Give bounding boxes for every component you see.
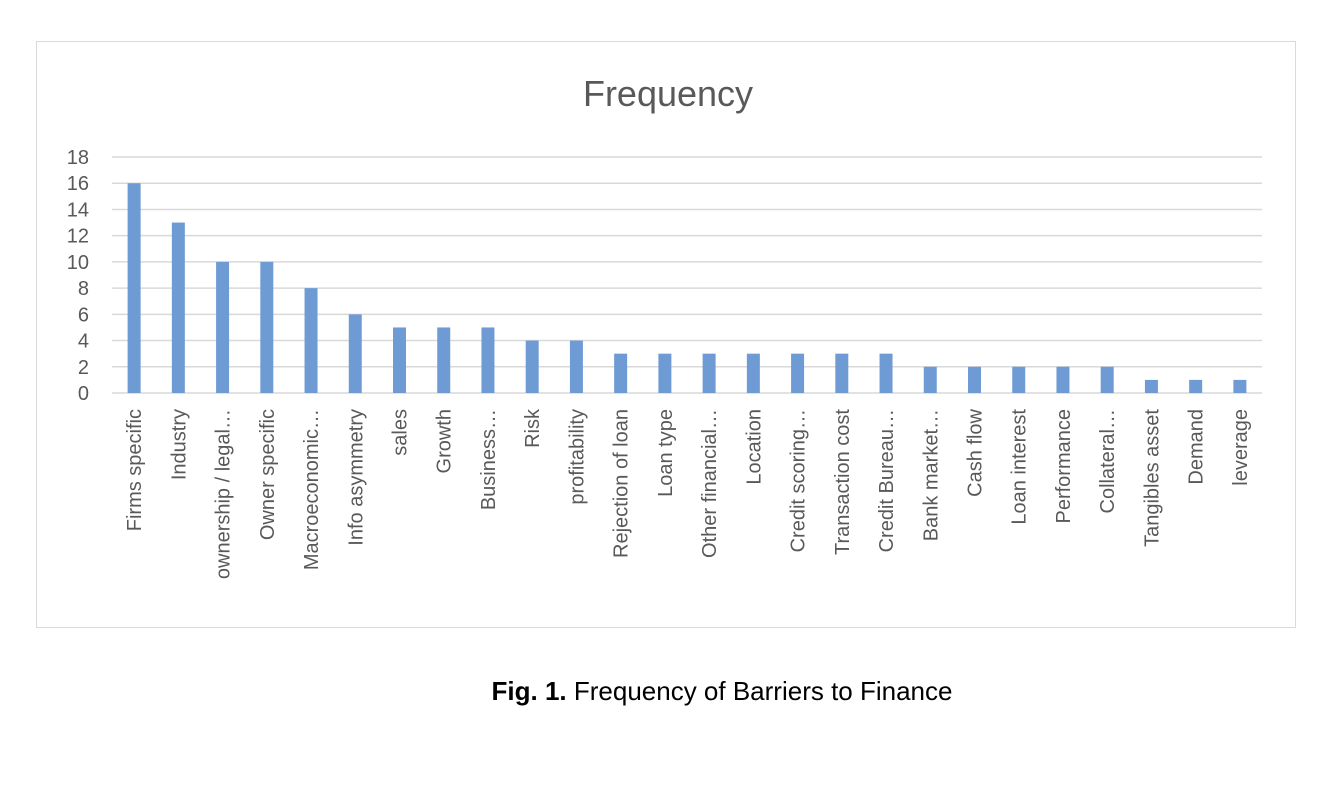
figure-caption-text: Frequency of Barriers to Finance — [566, 676, 953, 706]
bar — [481, 327, 495, 393]
x-category-label: Owner specific — [257, 409, 279, 540]
bar — [614, 353, 628, 393]
x-category-label: Other financial… — [699, 409, 721, 558]
bar — [923, 366, 937, 393]
bar — [260, 261, 274, 393]
y-tick-label: 2 — [78, 357, 89, 379]
bar — [835, 353, 849, 393]
chart-title: Frequency — [583, 73, 753, 114]
bar — [879, 353, 893, 393]
bar — [1233, 379, 1247, 393]
bar — [658, 353, 672, 393]
x-category-label: Tangibles asset — [1141, 409, 1163, 547]
x-category-label: Location — [743, 409, 765, 485]
chart-frame: Frequency 0 2 4 6 8 10 12 14 16 18 Firms specific… — [36, 41, 1296, 628]
bar — [216, 261, 230, 393]
x-axis-labels: Firms specific Industry ownership / legal…… — [124, 408, 1252, 579]
bar — [1100, 366, 1114, 393]
x-category-label: Firms specific — [124, 409, 146, 531]
bar — [525, 340, 539, 393]
x-category-label: Credit Bureau… — [876, 409, 898, 552]
bar — [127, 183, 141, 393]
x-category-label: Cash flow — [965, 408, 987, 496]
bar-chart: Frequency 0 2 4 6 8 10 12 14 16 18 Firms specific… — [67, 73, 1262, 579]
bar — [791, 353, 805, 393]
x-category-label: Transaction cost — [832, 409, 854, 555]
x-category-label: Bank market… — [920, 409, 942, 541]
y-tick-label: 12 — [67, 226, 89, 248]
y-tick-label: 16 — [67, 173, 89, 195]
bar — [569, 340, 583, 393]
bars — [127, 183, 1247, 393]
x-category-label: Loan interest — [1009, 409, 1031, 525]
x-category-label: Demand — [1186, 409, 1208, 485]
x-category-label: Performance — [1053, 409, 1075, 524]
x-category-label: leverage — [1230, 409, 1252, 486]
y-tick-label: 6 — [78, 304, 89, 326]
y-tick-label: 18 — [67, 147, 89, 169]
x-category-label: Growth — [434, 409, 456, 473]
x-category-label: ownership / legal… — [213, 409, 235, 579]
bar — [437, 327, 451, 393]
x-category-label: profitability — [566, 409, 588, 505]
bar — [171, 222, 185, 393]
bar — [1189, 379, 1203, 393]
bar — [968, 366, 981, 393]
x-category-label: Collateral… — [1097, 409, 1119, 513]
bar — [348, 314, 362, 393]
y-axis-ticks: 0 2 4 6 8 10 12 14 16 18 — [67, 147, 89, 405]
figure-number: Fig. 1. — [491, 676, 567, 706]
y-tick-label: 0 — [78, 383, 89, 405]
y-tick-label: 10 — [67, 252, 89, 274]
bar — [746, 353, 760, 393]
x-category-label: Business… — [478, 409, 500, 510]
x-category-label: Credit scoring… — [788, 409, 810, 552]
gridlines — [112, 156, 1262, 394]
figure-caption: Fig. 1. Frequency of Barriers to Finance — [0, 676, 1334, 707]
y-tick-label: 8 — [78, 278, 89, 300]
y-tick-label: 4 — [78, 331, 89, 353]
x-category-label: Info asymmetry — [345, 409, 367, 546]
x-category-label: Macroeconomic… — [301, 409, 323, 570]
bar — [1012, 366, 1026, 393]
bar — [1056, 366, 1070, 393]
x-category-label: sales — [390, 409, 412, 456]
bar — [1144, 379, 1158, 393]
x-category-label: Rejection of loan — [611, 409, 633, 558]
bar — [702, 353, 716, 393]
x-category-label: Risk — [522, 408, 544, 448]
bar — [393, 327, 406, 393]
y-tick-label: 14 — [67, 199, 89, 221]
bar — [304, 288, 318, 393]
x-category-label: Loan type — [655, 409, 677, 497]
x-category-label: Industry — [168, 409, 190, 480]
